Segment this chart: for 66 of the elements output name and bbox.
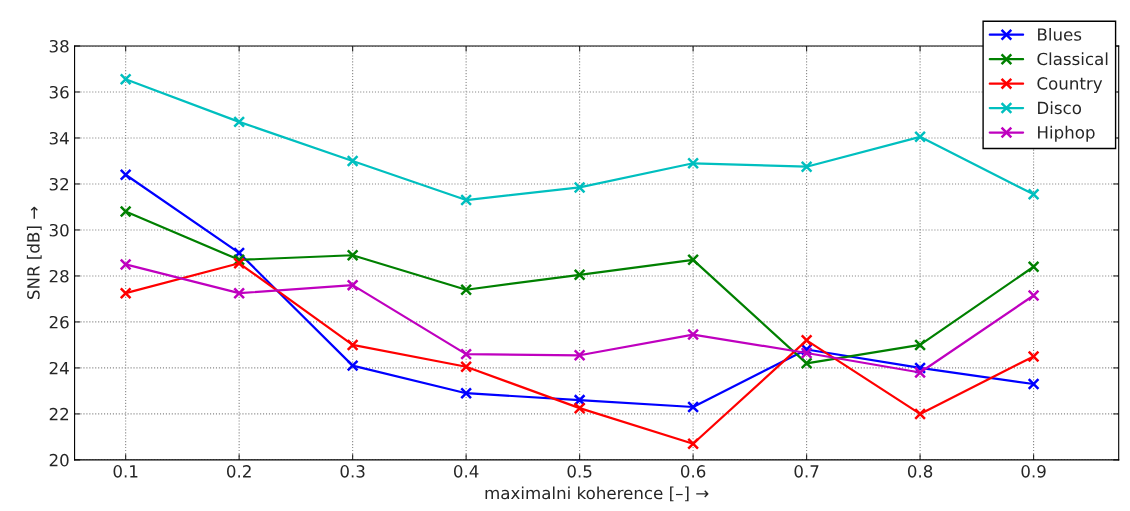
point — [687, 328, 700, 341]
point — [346, 279, 359, 292]
point — [119, 258, 132, 271]
point — [233, 287, 246, 300]
point — [573, 402, 586, 415]
legend-label: Hiphop — [1038, 125, 1095, 142]
point — [573, 349, 586, 362]
point — [573, 268, 586, 281]
point — [119, 287, 132, 300]
point — [460, 387, 473, 400]
point — [687, 253, 700, 266]
y-tick-label: 24 — [49, 361, 69, 375]
point — [346, 249, 359, 262]
point — [233, 115, 246, 128]
point — [1027, 188, 1040, 201]
point — [233, 257, 246, 270]
x-axis-title: maximalni koherence [–] → — [485, 486, 709, 502]
point — [913, 130, 927, 143]
point — [1027, 377, 1040, 391]
y-tick-label: 22 — [49, 407, 69, 421]
x-tick-label: 0.7 — [794, 465, 819, 478]
legend-label: Blues — [1038, 27, 1082, 41]
point — [800, 346, 813, 360]
point — [687, 437, 700, 450]
y-tick-label: 32 — [49, 177, 69, 191]
point — [1027, 260, 1040, 273]
point — [800, 334, 813, 347]
y-tick-label: 38 — [49, 39, 69, 53]
legend-label: Classical — [1037, 52, 1108, 66]
x-tick-label: 0.5 — [567, 465, 592, 478]
point — [800, 357, 813, 370]
point — [687, 157, 700, 170]
point — [119, 73, 132, 86]
point — [573, 181, 586, 194]
point — [346, 154, 359, 168]
point — [800, 160, 813, 173]
y-tick-label: 30 — [49, 223, 69, 237]
x-tick-label: 0.9 — [1021, 465, 1046, 478]
x-tick-label: 0.1 — [113, 465, 138, 478]
point — [687, 400, 700, 414]
y-tick-label: 28 — [49, 269, 69, 283]
x-tick-label: 0.4 — [453, 465, 479, 478]
point — [913, 338, 927, 352]
x-tick-label: 0.2 — [226, 465, 251, 478]
point — [119, 205, 132, 218]
point — [119, 168, 132, 181]
y-tick-label: 20 — [49, 453, 69, 467]
x-tick-label: 0.6 — [680, 465, 706, 478]
point — [460, 348, 473, 361]
point — [913, 407, 927, 421]
point — [460, 283, 473, 296]
point — [346, 338, 359, 352]
point — [346, 359, 359, 372]
legend-label: Disco — [1038, 101, 1082, 115]
y-axis-title: SNR [dB] → — [26, 206, 42, 299]
x-tick-label: 0.3 — [340, 465, 365, 478]
y-tick-label: 26 — [49, 315, 69, 329]
point — [1027, 289, 1040, 302]
point — [460, 193, 473, 207]
legend-label: Country — [1037, 77, 1103, 93]
point — [460, 360, 473, 373]
y-tick-label: 34 — [49, 131, 69, 145]
point — [913, 366, 927, 379]
point — [1027, 350, 1040, 363]
y-tick-label: 36 — [49, 85, 69, 99]
x-tick-label: 0.8 — [907, 465, 933, 478]
